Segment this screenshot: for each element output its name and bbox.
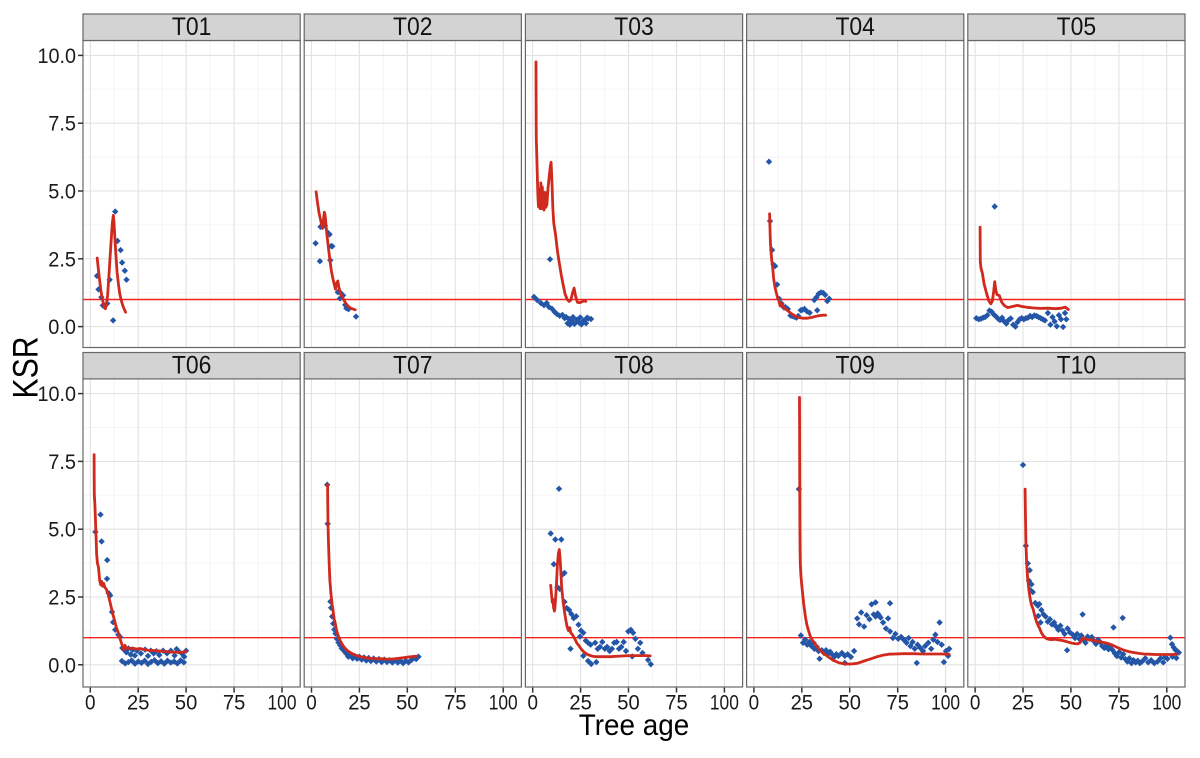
svg-text:T03: T03 [614, 13, 654, 41]
svg-text:2.5: 2.5 [48, 248, 76, 271]
svg-text:T07: T07 [393, 352, 433, 380]
svg-text:50: 50 [175, 692, 197, 715]
svg-text:25: 25 [127, 692, 149, 715]
svg-text:T10: T10 [1057, 352, 1097, 380]
svg-text:25: 25 [348, 692, 370, 715]
svg-text:KSR: KSR [7, 337, 46, 399]
svg-text:100: 100 [489, 692, 518, 715]
svg-text:5.0: 5.0 [48, 519, 76, 542]
svg-text:0: 0 [85, 692, 96, 715]
svg-text:75: 75 [223, 692, 245, 715]
svg-text:0: 0 [306, 692, 317, 715]
svg-text:T05: T05 [1057, 13, 1097, 41]
svg-text:T01: T01 [172, 13, 212, 41]
svg-text:75: 75 [1108, 692, 1130, 715]
svg-text:T02: T02 [393, 13, 433, 41]
svg-text:0: 0 [527, 692, 538, 715]
svg-text:100: 100 [710, 692, 739, 715]
svg-text:T04: T04 [835, 13, 875, 41]
svg-text:10.0: 10.0 [38, 383, 77, 406]
svg-text:10.0: 10.0 [38, 45, 77, 68]
svg-text:100: 100 [1152, 692, 1181, 715]
svg-text:0: 0 [749, 692, 760, 715]
svg-text:5.0: 5.0 [48, 181, 76, 204]
svg-text:T08: T08 [614, 352, 654, 380]
svg-text:100: 100 [268, 692, 297, 715]
svg-text:T09: T09 [835, 352, 875, 380]
svg-text:50: 50 [839, 692, 861, 715]
svg-text:50: 50 [396, 692, 418, 715]
svg-text:0.0: 0.0 [48, 654, 76, 677]
svg-text:25: 25 [1012, 692, 1034, 715]
svg-text:2.5: 2.5 [48, 587, 76, 610]
svg-text:0.0: 0.0 [48, 316, 76, 339]
svg-text:0: 0 [970, 692, 981, 715]
svg-text:75: 75 [665, 692, 687, 715]
svg-text:50: 50 [1060, 692, 1082, 715]
svg-text:Tree age: Tree age [579, 709, 690, 742]
svg-text:100: 100 [931, 692, 960, 715]
svg-text:T06: T06 [172, 352, 212, 380]
svg-text:50: 50 [617, 692, 639, 715]
svg-text:75: 75 [887, 692, 909, 715]
svg-text:75: 75 [444, 692, 466, 715]
svg-text:7.5: 7.5 [48, 451, 76, 474]
svg-text:25: 25 [791, 692, 813, 715]
svg-text:25: 25 [569, 692, 591, 715]
svg-text:7.5: 7.5 [48, 113, 76, 136]
